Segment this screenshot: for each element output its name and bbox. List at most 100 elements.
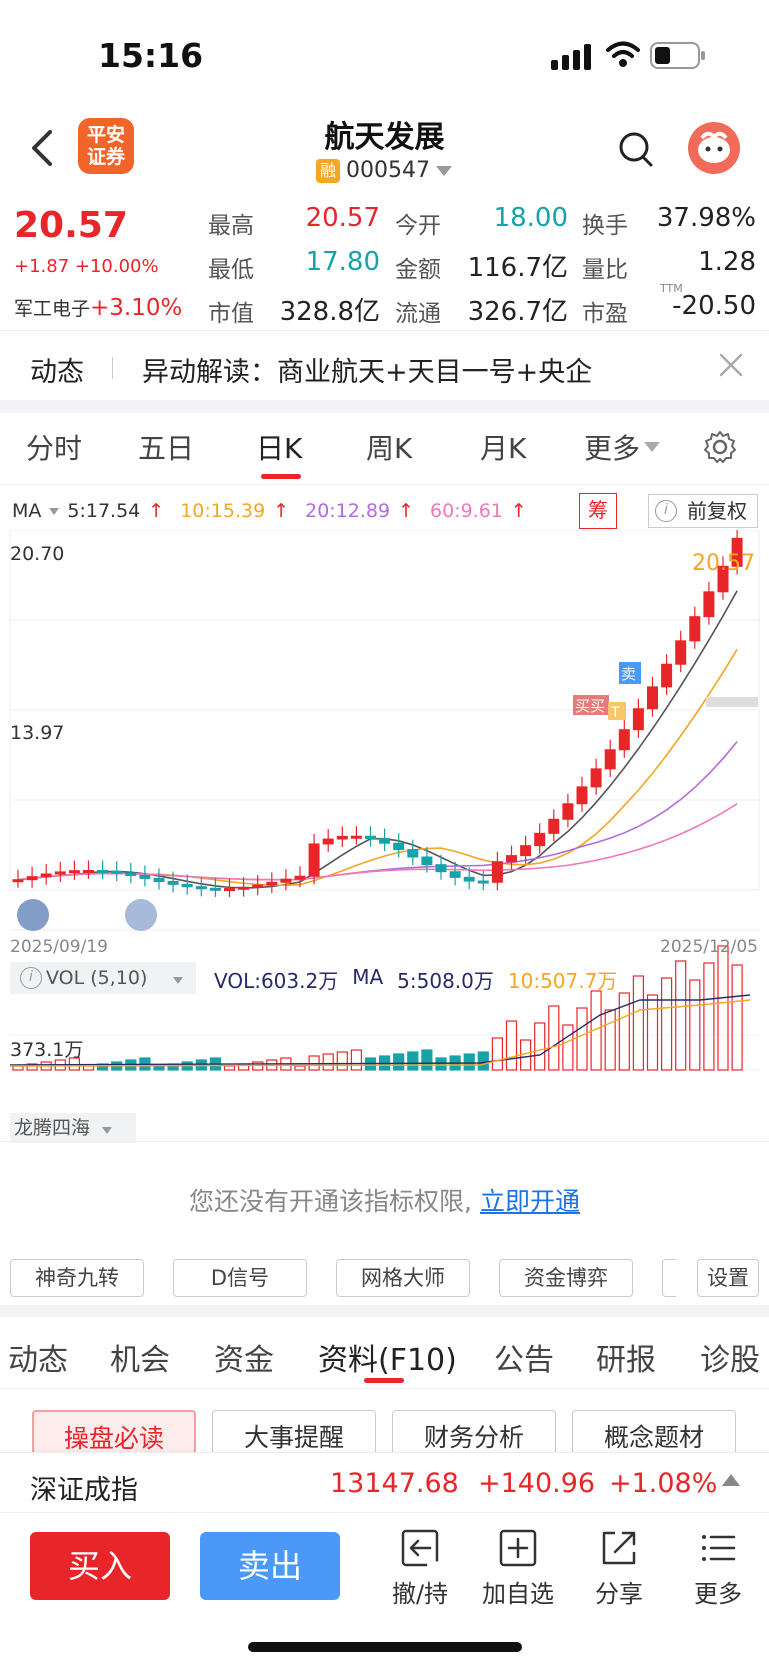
- tab-capital[interactable]: 资金: [214, 1343, 274, 1378]
- expand-left-icon[interactable]: [17, 899, 49, 931]
- candle-body: [717, 565, 729, 593]
- tab-monthly-k[interactable]: 月K: [480, 432, 527, 465]
- up-arrow-icon: ↑: [510, 500, 527, 522]
- buy-marker[interactable]: [573, 695, 609, 715]
- stock-code: 000547: [346, 158, 430, 183]
- candle-body: [167, 880, 179, 885]
- add-watchlist-label: 加自选: [482, 1580, 554, 1608]
- expand-up-icon[interactable]: [722, 1474, 740, 1486]
- section-gap: [0, 400, 769, 413]
- index-ticker[interactable]: [0, 1452, 769, 1512]
- candle-body: [393, 842, 405, 851]
- buy-button[interactable]: 买入: [30, 1532, 170, 1600]
- volume-bar: [604, 1009, 616, 1071]
- tab-intraday[interactable]: 分时: [26, 432, 83, 465]
- index-name: 深证成指: [30, 1475, 138, 1506]
- chevron-down-icon: [644, 442, 661, 452]
- divider: [0, 1141, 769, 1142]
- no-permission-message: 您还没有开通该指标权限, 立即开通: [0, 1182, 769, 1218]
- open-permission-link[interactable]: 立即开通: [479, 1187, 580, 1216]
- volume-bar: [407, 1051, 419, 1071]
- search-icon[interactable]: [617, 130, 655, 168]
- cancel-order-icon: [401, 1529, 439, 1567]
- tab-research[interactable]: 研报: [596, 1343, 656, 1378]
- price-change: +1.87 +10.00%: [14, 256, 159, 277]
- indicator-name: 龙腾四海: [14, 1117, 91, 1139]
- sector-info[interactable]: 军工电子+3.10%: [14, 294, 182, 321]
- ctab-must-read[interactable]: 操盘必读: [32, 1410, 196, 1454]
- tool-d-signal[interactable]: D信号: [173, 1259, 307, 1297]
- sell-button[interactable]: 卖出: [200, 1532, 340, 1600]
- value-high: 20.57: [305, 203, 380, 233]
- tab-news[interactable]: 动态: [8, 1343, 68, 1378]
- candle-body: [97, 869, 109, 873]
- tool-capital-game[interactable]: 资金博弈: [499, 1259, 633, 1297]
- kline-chart[interactable]: 20.70 13.97 20.57 2025/09/19 2025/12/05 …: [0, 530, 769, 1110]
- news-headline[interactable]: 异动解读：商业航天+天目一号+央企: [142, 357, 593, 388]
- label-low: 最低: [208, 257, 254, 283]
- ctab-events[interactable]: 大事提醒: [212, 1410, 376, 1454]
- candle-body: [731, 537, 743, 567]
- candle-body: [379, 838, 391, 844]
- close-icon[interactable]: [718, 352, 744, 378]
- price-tag-placeholder: [706, 697, 758, 707]
- price-axis-mid: 13.97: [10, 722, 64, 744]
- share-button[interactable]: 分享: [579, 1528, 659, 1609]
- active-tab-indicator: [261, 474, 301, 479]
- up-arrow-icon: ↑: [273, 500, 290, 522]
- gear-icon[interactable]: [703, 430, 737, 464]
- chevron-down-icon: [49, 507, 60, 515]
- ma-legend[interactable]: MA 5:17.54 ↑ 10:15.39 ↑ 20:12.89 ↑ 60:9.61 ↑: [12, 500, 527, 522]
- date-start: 2025/09/19: [10, 937, 108, 957]
- tab-daily-k[interactable]: 日K: [256, 432, 303, 465]
- tab-weekly-k[interactable]: 周K: [366, 432, 413, 465]
- tab-more[interactable]: 更多: [584, 427, 661, 467]
- ma-line: [17, 590, 738, 889]
- tool-magic-nine[interactable]: 神奇九转: [10, 1259, 144, 1297]
- candle-body: [562, 803, 574, 820]
- avatar[interactable]: [688, 122, 740, 174]
- indicator-selector[interactable]: 龙腾四海: [10, 1113, 136, 1143]
- candles: [12, 530, 743, 897]
- info-icon: i: [20, 967, 42, 989]
- sell-marker[interactable]: [619, 662, 641, 684]
- candle-body: [280, 878, 292, 883]
- ctab-financials[interactable]: 财务分析: [392, 1410, 556, 1454]
- tool-partial[interactable]: [662, 1259, 676, 1297]
- ctab-concepts[interactable]: 概念题材: [572, 1410, 736, 1454]
- more-button[interactable]: 更多: [678, 1528, 758, 1609]
- tab-5day[interactable]: 五日: [138, 432, 195, 465]
- tool-settings[interactable]: 设置: [697, 1259, 759, 1297]
- chart-frame: [9, 530, 760, 891]
- tab-announcements[interactable]: 公告: [494, 1343, 554, 1378]
- cancel-hold-button[interactable]: 撤/持: [380, 1528, 460, 1609]
- volume-bar: [491, 1037, 503, 1071]
- active-tab-indicator: [364, 1378, 404, 1383]
- tool-grid-master[interactable]: 网格大师: [336, 1259, 470, 1297]
- t-marker[interactable]: [608, 702, 626, 720]
- news-label[interactable]: 动态: [30, 357, 84, 388]
- volume-bar: [675, 960, 687, 1071]
- chip-distribution-button[interactable]: 筹: [579, 493, 617, 529]
- event-marker-icon[interactable]: [125, 899, 157, 931]
- volume-bar: [393, 1053, 405, 1071]
- sector-name: 军工电子: [14, 298, 91, 320]
- candle-body: [181, 883, 193, 888]
- stock-code-selector[interactable]: 融 000547: [316, 158, 452, 183]
- back-icon[interactable]: [28, 128, 56, 168]
- ma20-value: 20:12.89: [305, 500, 391, 522]
- tab-f10[interactable]: 资料(F10): [318, 1343, 457, 1378]
- candle-body: [689, 616, 701, 642]
- volume-bar: [336, 1051, 348, 1071]
- add-watchlist-button[interactable]: 加自选: [478, 1528, 558, 1609]
- no-permission-text: 您还没有开通该指标权限,: [189, 1187, 472, 1216]
- adjust-mode-button[interactable]: 前复权: [648, 494, 758, 528]
- tab-opportunity[interactable]: 机会: [110, 1343, 170, 1378]
- volume-ma10-line: [9, 999, 751, 1067]
- tab-diagnosis[interactable]: 诊股: [700, 1343, 760, 1378]
- candle-body: [54, 871, 66, 875]
- volume-axis-label: 373.1万: [10, 1039, 83, 1061]
- chart-grid: [9, 530, 760, 1071]
- candle-body: [195, 886, 207, 890]
- value-low: 17.80: [305, 247, 380, 277]
